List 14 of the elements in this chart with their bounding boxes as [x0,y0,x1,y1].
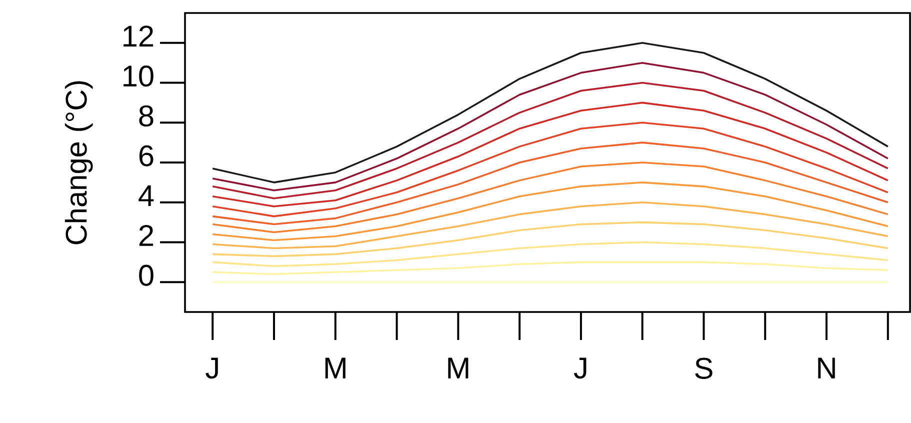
y-tick-label: 4 [138,185,154,206]
y-tick-label: 10 [124,65,154,87]
y-tick-label: 0 [139,264,154,286]
y-tick-label: 2 [139,224,154,246]
y-tick-label: 6 [139,145,154,166]
x-tick-label: N [818,358,835,378]
x-tick-label: S [695,358,712,379]
y-tick-label: 8 [139,105,154,127]
x-tick-label: J [206,358,218,379]
y-tick-label: 12 [124,26,154,46]
x-tick-label: M [448,358,468,378]
x-tick-label: M [325,358,346,378]
y-axis-title: Change (°C) [64,81,93,244]
x-tick-label: J [574,358,586,379]
